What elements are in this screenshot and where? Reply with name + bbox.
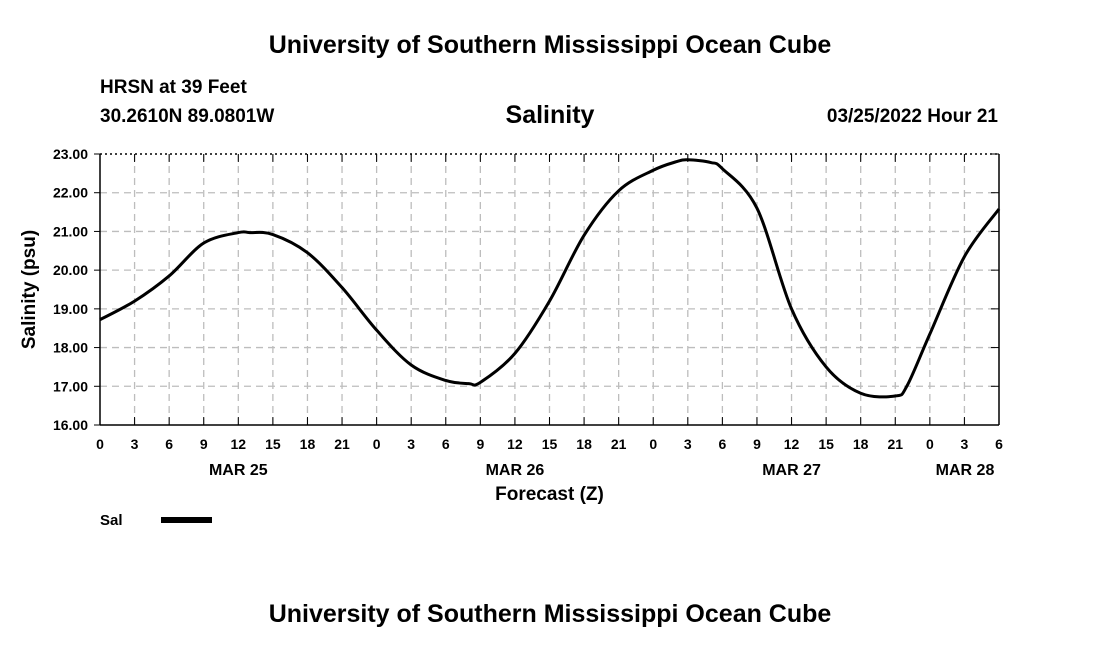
x-tick-label: 18	[300, 436, 316, 452]
y-tick-label: 19.00	[53, 301, 88, 317]
chart-title: Salinity	[505, 101, 595, 129]
x-tick-label: 12	[231, 436, 247, 452]
y-tick-label: 16.00	[53, 417, 88, 433]
station-coordinates: 30.2610N 89.0801W	[100, 106, 275, 127]
x-tick-label: 3	[684, 436, 692, 452]
x-tick-label: 9	[476, 436, 484, 452]
x-tick-label: 21	[334, 436, 350, 452]
page-title: University of Southern Mississippi Ocean…	[268, 31, 832, 59]
x-tick-label: 6	[995, 436, 1003, 452]
x-tick-label: 12	[507, 436, 523, 452]
y-tick-label: 23.00	[53, 146, 88, 162]
x-tick-label: 6	[442, 436, 450, 452]
x-tick-label: 3	[407, 436, 415, 452]
x-tick-label: 6	[718, 436, 726, 452]
forecast-datetime: 03/25/2022 Hour 21	[826, 106, 998, 127]
y-axis-label: Salinity (psu)	[19, 230, 40, 349]
x-tick-label: 15	[265, 436, 281, 452]
footer-title: University of Southern Mississippi Ocean…	[268, 600, 832, 628]
x-tick-label: 21	[887, 436, 903, 452]
y-tick-label: 21.00	[53, 223, 88, 239]
x-tick-label: 6	[165, 436, 173, 452]
y-tick-label: 22.00	[53, 185, 88, 201]
x-tick-label: 18	[576, 436, 592, 452]
y-tick-label: 20.00	[53, 262, 88, 278]
x-tick-label: 15	[818, 436, 834, 452]
day-label: MAR 26	[486, 462, 545, 479]
legend-label: Sal	[100, 512, 123, 529]
x-tick-label: 18	[853, 436, 869, 452]
x-tick-label: 9	[200, 436, 208, 452]
x-tick-label: 15	[542, 436, 558, 452]
x-tick-label: 3	[961, 436, 969, 452]
y-tick-label: 18.00	[53, 340, 88, 356]
x-tick-label: 0	[373, 436, 381, 452]
x-tick-label: 12	[784, 436, 800, 452]
x-tick-label: 21	[611, 436, 627, 452]
day-label: MAR 25	[209, 462, 268, 479]
day-label: MAR 28	[936, 462, 995, 479]
x-axis-label: Forecast (Z)	[495, 484, 604, 505]
x-tick-label: 0	[96, 436, 104, 452]
x-tick-label: 3	[131, 436, 139, 452]
series-line-sal	[99, 158, 1001, 399]
x-tick-label: 0	[926, 436, 934, 452]
x-tick-label: 9	[753, 436, 761, 452]
x-tick-label: 0	[649, 436, 657, 452]
y-tick-label: 17.00	[53, 378, 88, 394]
day-label: MAR 27	[762, 462, 821, 479]
station-label: HRSN at 39 Feet	[100, 77, 247, 98]
